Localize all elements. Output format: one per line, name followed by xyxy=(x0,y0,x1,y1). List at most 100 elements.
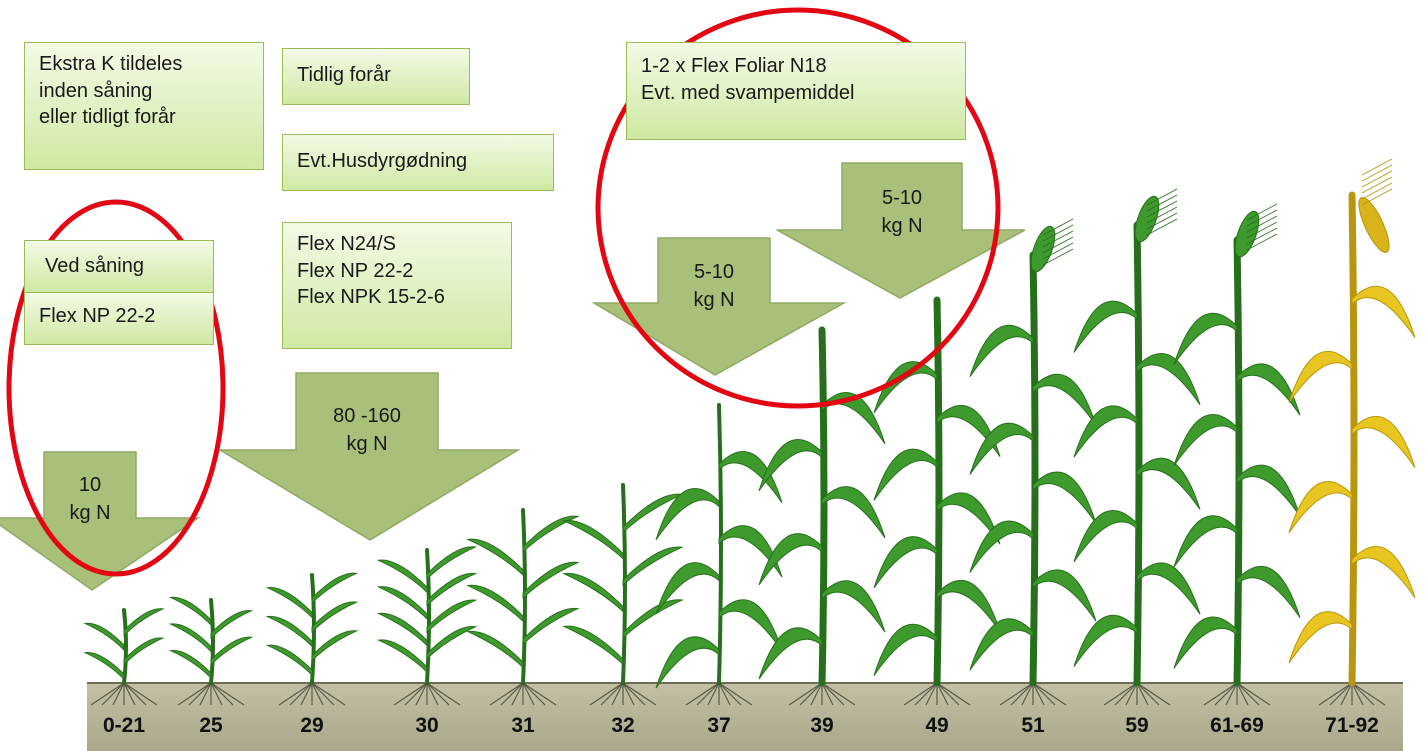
plant-leaf xyxy=(562,520,624,560)
plant-leaf xyxy=(265,615,313,648)
plant-awn xyxy=(1246,203,1278,221)
plant-root xyxy=(289,682,313,706)
plant-root xyxy=(685,682,720,706)
plant-leaf xyxy=(123,608,165,637)
plant-leaf xyxy=(562,625,624,666)
plant-root xyxy=(311,682,346,706)
plant-leaf xyxy=(1173,616,1238,669)
plant-leaf xyxy=(466,584,524,623)
plant-ear xyxy=(1358,197,1390,253)
plant-leaf xyxy=(873,536,938,589)
stage-label: 30 xyxy=(415,714,439,737)
plant-leaf xyxy=(168,596,212,627)
plant-awn xyxy=(1146,212,1178,230)
plant-root xyxy=(210,682,245,706)
plant-leaf xyxy=(969,618,1034,671)
plant-root xyxy=(696,682,720,706)
plant-leaf xyxy=(873,623,938,676)
plant-leaf xyxy=(1073,405,1138,458)
plant-illustrations xyxy=(83,158,1416,706)
plant-root xyxy=(611,682,624,706)
plant-leaf xyxy=(168,623,212,653)
arrow-5-10-kg-n-left xyxy=(591,237,847,376)
plant-root xyxy=(522,682,557,706)
plant-leaf xyxy=(466,538,524,577)
plant-leaf xyxy=(311,630,359,662)
plant-awn xyxy=(1361,188,1393,206)
plant-root xyxy=(1236,682,1271,706)
plant-leaf xyxy=(83,622,125,652)
plant-leaf xyxy=(1032,373,1097,426)
plant-root xyxy=(903,682,938,706)
plant-leaf xyxy=(622,546,684,587)
plant-awn xyxy=(1361,170,1393,188)
plant-root xyxy=(426,682,461,706)
plant-awn xyxy=(1246,221,1278,239)
plant-leaf xyxy=(873,448,938,501)
stage-label: 49 xyxy=(925,714,949,737)
stage-label: 59 xyxy=(1125,714,1149,737)
plant-root xyxy=(393,682,428,706)
plant-leaf xyxy=(1032,569,1097,622)
plant-leaf xyxy=(821,486,886,539)
plant-root xyxy=(199,682,212,706)
plant-root xyxy=(278,682,313,706)
plant-leaf xyxy=(426,626,478,660)
plant-leaf xyxy=(426,546,478,581)
arrow-label-5-10-right: 5-10 kg N xyxy=(881,187,923,237)
plant-awn xyxy=(1246,215,1278,233)
plant-root xyxy=(589,682,624,706)
plant-awn xyxy=(1361,158,1393,176)
highlight-circle-sowing xyxy=(6,199,226,577)
plant-leaf xyxy=(1351,285,1416,338)
plant-ear xyxy=(1234,210,1260,258)
plant-leaf xyxy=(1173,414,1238,467)
plant-root xyxy=(500,682,524,706)
plant-awn xyxy=(1042,224,1074,242)
plant-awn xyxy=(1042,218,1074,236)
plant-leaf xyxy=(522,515,580,554)
arrow-label-5-10-left: 5-10 kg N xyxy=(693,261,735,311)
plant-awn xyxy=(1146,200,1178,218)
plant-awn xyxy=(1361,164,1393,182)
plant-leaf xyxy=(655,488,720,541)
plant-stem xyxy=(717,403,723,685)
plant-leaf xyxy=(1073,510,1138,563)
plant-root xyxy=(300,682,313,706)
plant-leaf xyxy=(1288,350,1353,403)
plant-leaf xyxy=(655,562,720,615)
plant-leaf xyxy=(622,599,684,639)
plant-awn xyxy=(1361,176,1393,194)
plant-root xyxy=(489,682,524,706)
plant-stem xyxy=(621,483,627,685)
flex-products-box: Flex N24/S Flex NP 22-2 Flex NPK 15-2-6 xyxy=(282,222,512,349)
plant-leaf xyxy=(522,607,580,646)
plant-stem xyxy=(1233,236,1243,687)
plant-root xyxy=(1032,682,1067,706)
plant-leaf xyxy=(758,439,823,492)
plant-stem xyxy=(209,598,215,685)
plant-leaf xyxy=(376,559,428,594)
plant-leaf xyxy=(969,520,1034,573)
plant-leaf xyxy=(123,637,165,666)
plant-root xyxy=(936,682,971,706)
plant-leaf xyxy=(969,324,1034,377)
plant-leaf xyxy=(1173,312,1238,365)
plant-awn xyxy=(1246,209,1278,227)
plant-ear xyxy=(1134,195,1160,243)
plant-root xyxy=(707,682,720,706)
plant-leaf xyxy=(1136,457,1201,510)
plant-root xyxy=(123,682,158,706)
plant-leaf xyxy=(426,599,478,634)
plant-awn xyxy=(1246,233,1278,251)
plant-leaf xyxy=(168,649,212,680)
plant-leaf xyxy=(969,422,1034,475)
plant-root xyxy=(718,682,731,706)
plant-root xyxy=(622,682,635,706)
extra-k-box: Ekstra K tildeles inden såning eller tidli… xyxy=(24,42,264,170)
plant-root xyxy=(788,682,823,706)
plant-awn xyxy=(1042,242,1074,260)
plant-leaf xyxy=(1288,611,1353,664)
plant-leaf xyxy=(376,639,428,674)
plant-awn xyxy=(1146,206,1178,224)
